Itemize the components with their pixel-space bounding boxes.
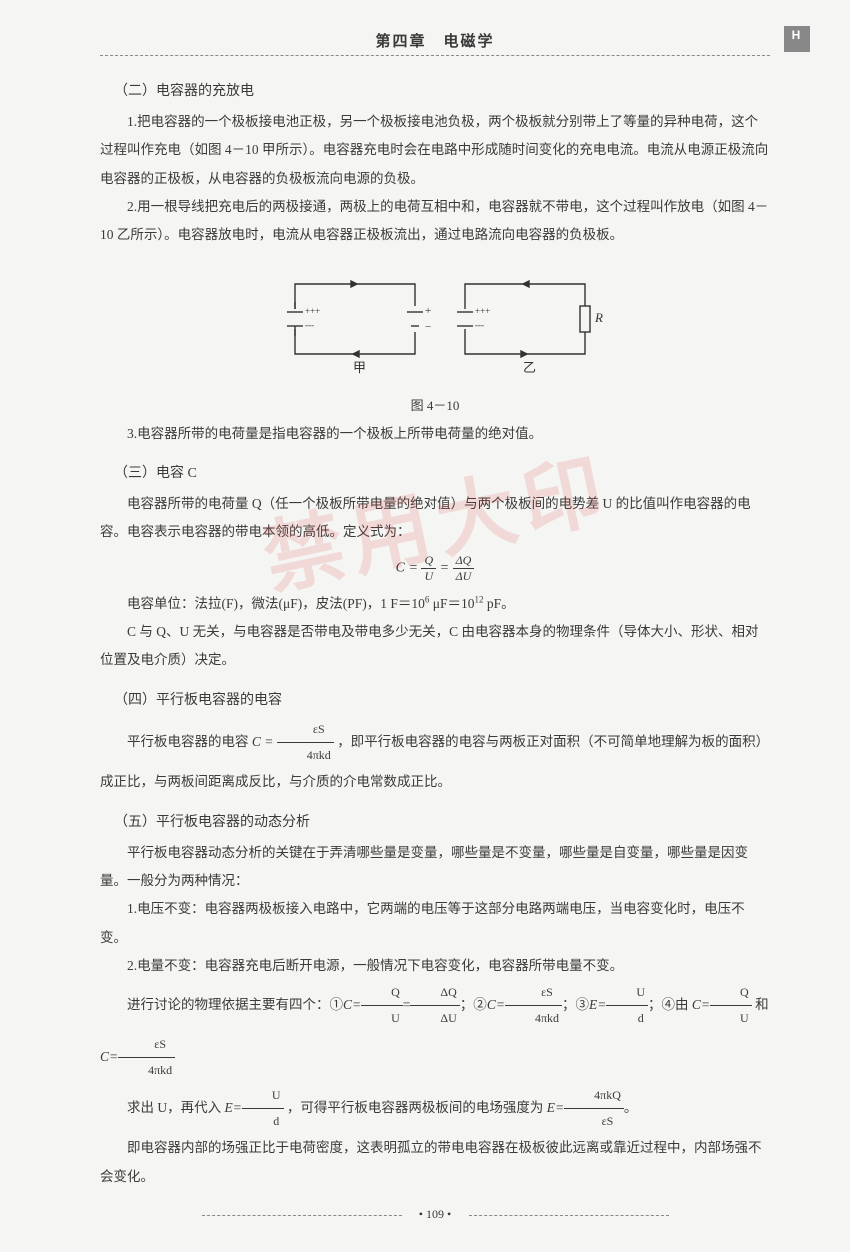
publisher-logo: H <box>784 26 810 52</box>
heading-5: （五）平行板电容器的动态分析 <box>114 811 770 831</box>
paragraph: 1.把电容器的一个极板接电池正极，另一个极板接电池负极，两个极板就分别带上了等量… <box>100 108 770 193</box>
paragraph: 即电容器内部的场强正比于电荷密度，这表明孤立的带电电容器在极板彼此远离或靠近过程… <box>100 1134 770 1191</box>
formula-capacitance: C = QU = ΔQΔU <box>100 553 770 584</box>
chapter-title: 第四章 电磁学 <box>375 34 494 50</box>
svg-text:R: R <box>594 310 603 325</box>
heading-2: （二）电容器的充放电 <box>114 80 770 100</box>
paragraph: 平行板电容器动态分析的关键在于弄清哪些量是变量，哪些量是不变量，哪些量是自变量，… <box>100 839 770 896</box>
svg-text:+: + <box>425 305 431 317</box>
svg-text:+++: +++ <box>305 306 320 316</box>
svg-text:−: − <box>425 321 431 333</box>
paragraph: 平行板电容器的电容 C = εS4πkd ，即平行板电容器的电容与两板正对面积（… <box>100 717 770 797</box>
paragraph: 电容单位：法拉(F)，微法(μF)，皮法(PF)，1 F＝106 μF＝1012… <box>100 590 770 618</box>
paragraph: 电容器所带的电荷量 Q（任一个极板所带电量的绝对值）与两个极板间的电势差 U 的… <box>100 490 770 547</box>
paragraph: 求出 U，再代入 E=Ud ，可得平行板电容器两极板间的电场强度为 E=4πkQ… <box>100 1083 770 1134</box>
heading-3: （三）电容 C <box>114 462 770 482</box>
figure-caption: 图 4－10 <box>100 395 770 414</box>
header-rule <box>100 55 770 56</box>
svg-text:---: --- <box>305 320 314 330</box>
svg-text:---: --- <box>475 320 484 330</box>
svg-text:+++: +++ <box>475 306 490 316</box>
fig-label-jia: 甲 <box>353 360 366 375</box>
paragraph: 2.用一根导线把充电后的两极接通，两极上的电荷互相中和，电容器就不带电，这个过程… <box>100 193 770 250</box>
figure-4-10: +++ --- + − 甲 +++ --- <box>100 264 770 414</box>
paragraph: C 与 Q、U 无关，与电容器是否带电及带电多少无关，C 由电容器本身的物理条件… <box>100 618 770 675</box>
fig-label-yi: 乙 <box>523 360 536 375</box>
paragraph: 2.电量不变：电容器充电后断开电源，一般情况下电容变化，电容器所带电量不变。 <box>100 952 770 980</box>
paragraph: 进行讨论的物理依据主要有四个：①C=QU=ΔQΔU；②C=εS4πkd；③E=U… <box>100 980 770 1083</box>
page-number: • 109 • <box>100 1207 770 1222</box>
heading-4: （四）平行板电容器的电容 <box>114 689 770 709</box>
paragraph: 3.电容器所带的电荷量是指电容器的一个极板上所带电荷量的绝对值。 <box>100 420 770 448</box>
paragraph: 1.电压不变：电容器两极板接入电路中，它两端的电压等于这部分电路两端电压，当电容… <box>100 895 770 952</box>
